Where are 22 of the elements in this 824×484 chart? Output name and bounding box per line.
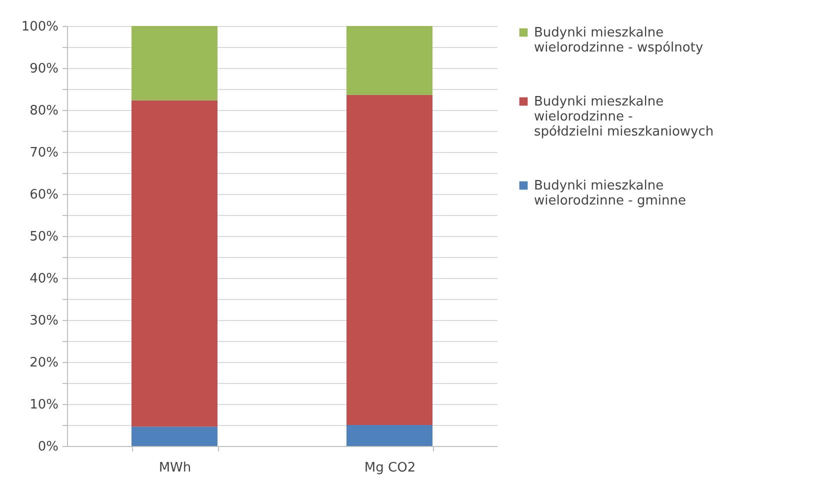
bar <box>346 26 432 95</box>
x-tick-label: MWh <box>158 460 192 476</box>
x-tick-label: Mg CO2 <box>364 460 416 476</box>
y-tick-label: 60% <box>30 188 58 202</box>
y-tick-label: 30% <box>30 314 58 328</box>
bar <box>132 26 218 100</box>
bar <box>346 94 432 425</box>
legend-label: Budynki mieszkalne wielorodzinne - wspólnoty <box>534 26 704 56</box>
bar <box>346 425 432 446</box>
y-tick-label: 0% <box>38 440 58 454</box>
bar <box>132 426 218 446</box>
bar <box>132 100 218 427</box>
y-tick-label: 90% <box>30 62 58 76</box>
y-tick-label: 80% <box>30 104 58 118</box>
y-tick-label: 40% <box>30 272 58 286</box>
legend-label: Budynki mieszkalne wielorodzinne - gminne <box>534 178 686 208</box>
y-tick-label: 50% <box>30 230 58 244</box>
y-tick-label: 100% <box>21 20 58 34</box>
y-tick-label: 20% <box>30 356 58 370</box>
legend-label: Budynki mieszkalne wielorodzinne - spółdzielni mieszkaniowych <box>534 94 714 140</box>
y-tick-label: 10% <box>30 398 58 412</box>
y-tick-label: 70% <box>30 146 58 160</box>
